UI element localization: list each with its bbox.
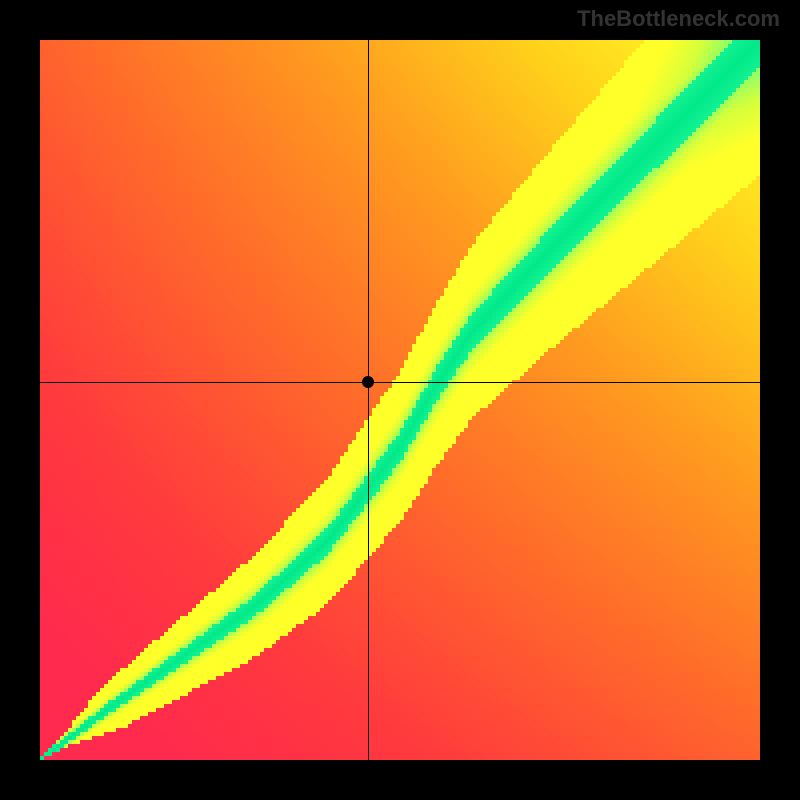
crosshair-horizontal (40, 382, 760, 383)
heatmap-plot-area (40, 40, 760, 760)
operating-point-marker (362, 376, 374, 388)
crosshair-vertical (368, 40, 369, 760)
heatmap-canvas (40, 40, 760, 760)
watermark-text: TheBottleneck.com (577, 6, 780, 32)
